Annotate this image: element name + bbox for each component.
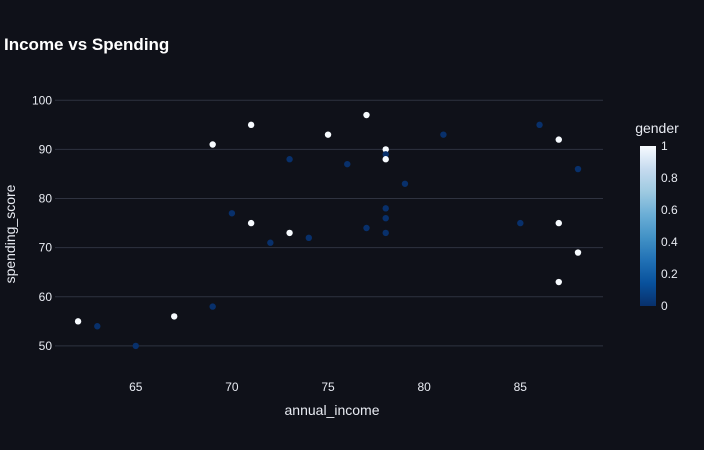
y-tick-label: 100 <box>32 93 52 107</box>
scatter-point <box>247 219 255 227</box>
x-tick-label: 65 <box>129 380 143 394</box>
scatter-point <box>574 165 582 173</box>
scatter-point <box>517 219 524 227</box>
y-axis-title: spending_score <box>2 184 18 283</box>
scatter-point <box>247 121 255 129</box>
scatter-point <box>286 156 293 163</box>
y-tick-label: 60 <box>39 290 53 304</box>
scatter-point <box>382 214 389 222</box>
x-tick-label: 70 <box>225 380 239 394</box>
colorbar-tick-labels: 0 0.2 0.4 0.6 0.8 1 <box>661 139 678 313</box>
x-tick-label: 80 <box>417 380 431 394</box>
scatter-point <box>536 121 543 129</box>
colorbar-title: gender <box>635 120 679 136</box>
x-tick-labels: 65 70 75 80 85 <box>129 380 527 394</box>
scatter-point <box>94 323 101 330</box>
scatter-point <box>132 342 139 350</box>
x-tick-label: 75 <box>321 380 335 394</box>
y-tick-label: 50 <box>39 339 53 353</box>
scatter-point <box>363 111 370 119</box>
scatter-point <box>440 131 447 138</box>
scatter-point <box>382 156 389 163</box>
scatter-point <box>344 160 351 168</box>
y-tick-label: 70 <box>39 241 53 255</box>
colorbar-tick-label: 0.8 <box>661 171 678 185</box>
scatter-point <box>574 249 582 256</box>
scatter-point <box>324 131 332 138</box>
y-tick-labels: 50 60 70 80 90 100 <box>32 93 52 353</box>
scatter-point <box>382 151 389 158</box>
scatter-point <box>171 313 178 320</box>
colorbar-tick-label: 0.6 <box>661 203 678 217</box>
colorbar-gradient <box>640 146 656 306</box>
scatter-point <box>382 146 389 153</box>
colorbar-tick-label: 0.2 <box>661 267 678 281</box>
chart-title: Income vs Spending <box>4 35 169 54</box>
scatter-point <box>382 229 389 237</box>
y-tick-label: 90 <box>39 142 53 156</box>
colorbar: gender 0 0.2 0.4 0.6 0.8 1 <box>635 120 679 313</box>
y-tick-label: 80 <box>39 192 53 206</box>
colorbar-tick-label: 1 <box>661 139 668 153</box>
scatter-points <box>74 111 582 350</box>
scatter-point <box>209 303 216 310</box>
colorbar-tick-label: 0.4 <box>661 235 678 249</box>
colorbar-tick-label: 0 <box>661 299 668 313</box>
scatter-point <box>401 180 409 187</box>
scatter-point <box>555 219 562 227</box>
scatter-point <box>382 205 389 212</box>
scatter-point <box>363 224 370 232</box>
x-axis-title: annual_income <box>285 402 380 418</box>
scatter-point <box>555 136 562 143</box>
grid-lines <box>55 99 603 347</box>
x-tick-label: 85 <box>514 380 528 394</box>
scatter-point <box>305 234 313 242</box>
scatter-point <box>286 229 293 237</box>
scatter-point <box>209 141 216 148</box>
scatter-point <box>74 318 82 325</box>
scatter-point <box>267 239 274 246</box>
scatter-point <box>228 210 236 217</box>
scatter-point <box>555 278 562 286</box>
